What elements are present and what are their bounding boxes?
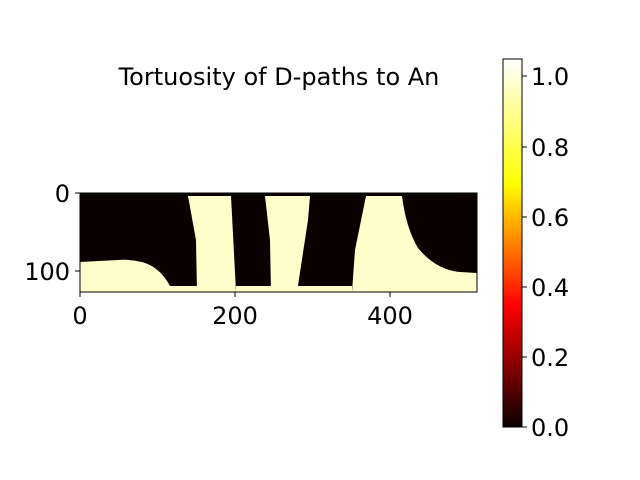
colorbar-gradient [502, 58, 523, 428]
heatmap-region-channel-3 [352, 196, 477, 292]
colorbar-tick-label: 0.0 [531, 414, 569, 442]
heatmap-region-bottom-channel-foot [236, 286, 352, 292]
x-tick-label: 400 [367, 302, 413, 330]
colorbar-tick-label: 0.6 [531, 204, 569, 232]
y-tick-label: 100 [24, 258, 70, 286]
heatmap-image [79, 192, 478, 293]
colorbar-tick-label: 1.0 [531, 63, 569, 91]
colorbar-tick-label: 0.4 [531, 274, 569, 302]
heatmap-region-channel-1 [188, 196, 236, 292]
x-axis: 0 200 400 [72, 292, 413, 330]
heatmap-region-channel-2 [265, 196, 310, 292]
x-tick-label: 200 [212, 302, 258, 330]
heatmap-region-left-bottom-blob-foot [170, 286, 197, 292]
colorbar: 0.0 0.2 0.4 0.6 0.8 1.0 [502, 58, 569, 442]
heatmap-region-left-bottom-blob [80, 259, 170, 292]
chart-title: Tortuosity of D-paths to An [118, 63, 440, 91]
x-tick-label: 0 [72, 302, 87, 330]
y-tick-label: 0 [55, 180, 70, 208]
colorbar-tick-label: 0.8 [531, 134, 569, 162]
heatmap-frame [79, 192, 478, 293]
y-axis: 0 100 [24, 180, 80, 286]
colorbar-tick-label: 0.2 [531, 344, 569, 372]
